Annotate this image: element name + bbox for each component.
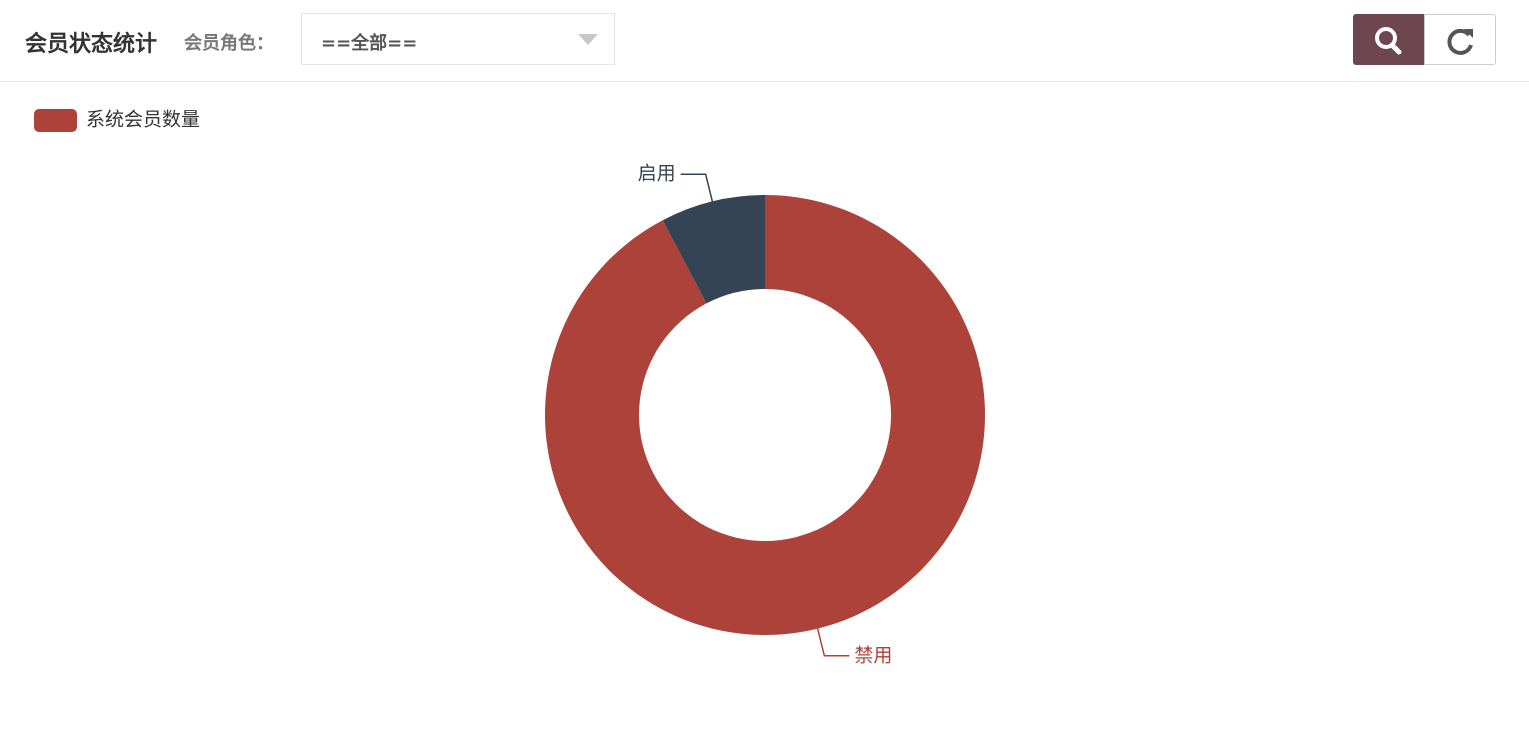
donut-slice [662,195,765,304]
toolbar: 会员状态统计 会员角色： ==全部== [0,0,1529,82]
search-icon [1375,27,1402,55]
refresh-button[interactable] [1424,14,1496,65]
legend-swatch [34,109,77,132]
slice-label: 启用 [638,163,676,185]
search-button[interactable] [1353,14,1425,65]
filter-label: 会员角色： [184,33,274,54]
role-select[interactable]: ==全部== [301,13,615,65]
dropdown-arrow [578,34,598,45]
page-title: 会员状态统计 [25,32,158,57]
slice-label: 禁用 [854,644,892,666]
donut-slice [545,195,986,635]
label-line [816,628,850,657]
label-line [680,173,714,202]
refresh-icon [1447,28,1473,55]
legend-label: 系统会员数量 [86,109,200,131]
select-value: ==全部== [321,33,418,54]
